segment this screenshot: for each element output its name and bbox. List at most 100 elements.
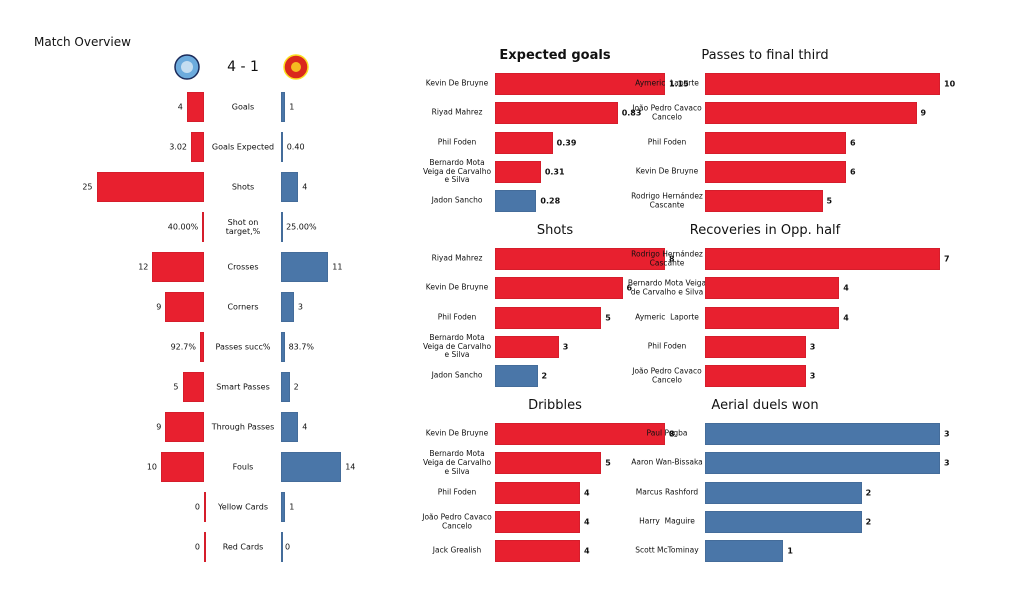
value-label: 3: [297, 302, 303, 312]
away-bar: [281, 212, 283, 242]
bar: [705, 540, 784, 563]
value-label: 0.40: [286, 142, 305, 152]
away-logo-inner: [291, 62, 301, 72]
value-label: 4: [177, 102, 183, 112]
home-bar: [204, 492, 206, 522]
bar: [495, 131, 553, 154]
value-label: 4: [843, 283, 849, 293]
player-name: Phil Foden: [437, 487, 477, 497]
chart-title: Dribbles: [528, 398, 582, 413]
player-name: Phil Foden: [437, 137, 477, 147]
player-name: Aaron Wan-Bissaka: [631, 457, 703, 467]
value-label: 2: [865, 517, 872, 527]
bar: [495, 160, 541, 183]
player-name: Bernardo Mota Veiga de Carvalho e Silva: [422, 449, 492, 476]
player-name: Riyad Mahrez: [431, 107, 483, 117]
stat-label: Goals Expected: [211, 142, 275, 152]
player-name: Kevin De Bruyne: [425, 78, 489, 88]
bar: [495, 481, 580, 504]
bar: [495, 102, 618, 125]
stat-label: Crosses: [227, 262, 259, 272]
value-label: 1.15: [669, 79, 689, 89]
home-bar: [200, 332, 204, 362]
bar: [705, 73, 940, 95]
player-name: João Pedro Cavaco Cancelo: [422, 512, 492, 530]
bar: [495, 248, 665, 270]
value-label: 6: [850, 138, 856, 147]
player-name: Jack Grealish: [432, 545, 482, 555]
value-label: 1: [289, 102, 295, 112]
value-label: 40.00%: [167, 222, 199, 232]
home-bar: [202, 212, 205, 242]
value-label: 11: [332, 262, 343, 272]
value-label: 14: [345, 462, 356, 472]
away-bar: [281, 332, 285, 362]
player-name: Kevin De Bruyne: [425, 428, 489, 438]
bar: [705, 510, 862, 533]
chart-title: Shots: [536, 223, 574, 238]
home-bar: [165, 412, 204, 442]
away-bar: [281, 92, 286, 122]
stat-label: Through Passes: [211, 422, 275, 432]
chart-title: Expected goals: [499, 48, 611, 63]
value-label: 9: [156, 422, 162, 432]
bar: [705, 190, 823, 213]
bar: [495, 365, 538, 388]
bar: [495, 306, 602, 329]
bar: [495, 335, 559, 358]
value-label: 2: [293, 382, 299, 392]
value-label: 4: [843, 313, 849, 322]
chart-title: Passes to final third: [701, 48, 829, 63]
bar: [705, 306, 840, 329]
home-bar: [96, 172, 204, 202]
value-label: 6: [850, 167, 856, 177]
value-label: 1: [289, 502, 295, 512]
bar: [705, 277, 840, 300]
player-name: Rodrigo Hernández Cascante: [631, 191, 703, 210]
player-name: Phil Foden: [647, 341, 687, 351]
away-bar: [281, 372, 290, 402]
bar: [705, 452, 940, 475]
stat-label: Red Cards: [222, 542, 264, 552]
value-label: 3: [809, 342, 816, 352]
away-bar: [281, 412, 299, 442]
away-bar: [281, 252, 329, 282]
value-label: 83.7%: [288, 342, 315, 352]
away-bar: [281, 492, 286, 522]
value-label: 2: [865, 488, 872, 497]
bar: [705, 248, 940, 270]
value-label: 4: [584, 517, 590, 527]
value-label: 0.39: [556, 138, 577, 147]
bar: [495, 452, 602, 475]
player-name: Kevin De Bruyne: [635, 166, 699, 176]
home-bar: [191, 132, 204, 162]
home-bar: [165, 292, 204, 322]
value-label: 4: [584, 546, 590, 556]
player-name: Jadon Sancho: [431, 370, 483, 380]
value-label: 1: [787, 546, 793, 556]
stat-label: Passes succ%: [215, 342, 271, 352]
bar: [705, 365, 806, 388]
value-label: 0: [194, 502, 200, 512]
away-bar: [281, 452, 342, 482]
value-label: 8: [669, 429, 675, 439]
home-bar: [182, 372, 204, 402]
bar: [705, 160, 846, 183]
value-label: 3.02: [169, 142, 187, 152]
stat-label: Corners: [227, 302, 259, 312]
stat-label: Fouls: [232, 462, 254, 472]
value-label: 4: [584, 488, 590, 497]
home-bar: [186, 92, 204, 122]
stat-label: Shots: [231, 182, 255, 192]
away-bar: [281, 292, 294, 322]
player-name: João Pedro Cavaco Cancelo: [632, 103, 702, 122]
bar: [495, 190, 537, 213]
value-label: 0.28: [540, 196, 561, 206]
score: 4 - 1: [227, 59, 259, 75]
player-name: Kevin De Bruyne: [425, 282, 489, 292]
player-name: Paul Pogba: [646, 428, 688, 438]
bar: [705, 481, 862, 504]
chart-title: Aerial duels won: [711, 398, 819, 413]
